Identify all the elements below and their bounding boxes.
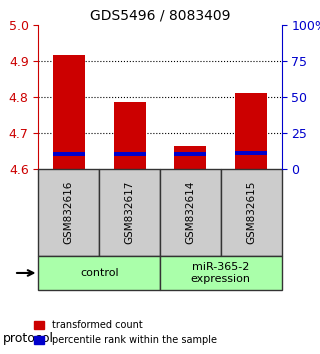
Text: miR-365-2
expression: miR-365-2 expression — [191, 262, 251, 284]
FancyBboxPatch shape — [38, 256, 160, 290]
Bar — [235, 93, 267, 169]
FancyBboxPatch shape — [99, 169, 160, 256]
FancyBboxPatch shape — [38, 169, 99, 256]
FancyBboxPatch shape — [221, 169, 282, 256]
Bar — [53, 56, 85, 169]
Text: control: control — [80, 268, 118, 278]
Text: GSM832616: GSM832616 — [64, 181, 74, 244]
Bar — [114, 102, 146, 169]
Text: protocol: protocol — [3, 332, 54, 344]
FancyBboxPatch shape — [160, 256, 282, 290]
FancyBboxPatch shape — [160, 169, 221, 256]
Text: GSM832614: GSM832614 — [185, 181, 196, 244]
Title: GDS5496 / 8083409: GDS5496 / 8083409 — [90, 8, 230, 22]
Bar — [174, 145, 206, 169]
Bar — [174, 152, 206, 156]
Text: GSM832617: GSM832617 — [124, 181, 135, 244]
Text: GSM832615: GSM832615 — [246, 181, 256, 244]
Bar — [53, 152, 85, 156]
Legend: transformed count, percentile rank within the sample: transformed count, percentile rank withi… — [30, 316, 221, 349]
Bar — [114, 152, 146, 156]
Bar — [235, 151, 267, 155]
